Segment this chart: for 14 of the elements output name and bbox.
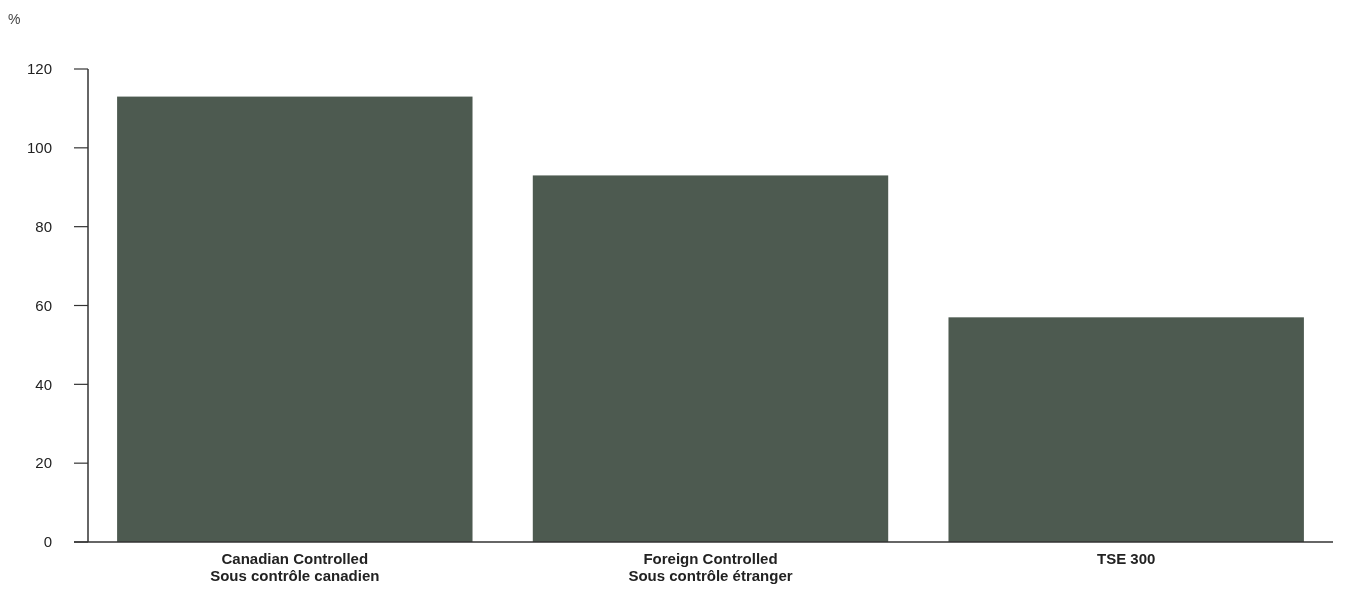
bar [532, 175, 889, 542]
bar [117, 96, 473, 542]
x-tick-label: Foreign Controlled Sous contrôle étranger [628, 550, 793, 585]
y-tick-label: 120 [26, 60, 52, 78]
y-tick-label: 20 [35, 454, 52, 472]
y-axis-title: % [8, 11, 21, 27]
bar [948, 317, 1304, 542]
y-tick-label: 0 [43, 533, 52, 551]
x-tick-label: TSE 300 [1097, 550, 1156, 567]
x-tick-label: Canadian Controlled Sous contrôle canadien [210, 550, 380, 585]
y-tick-label: 40 [35, 375, 52, 393]
y-tick-label: 60 [35, 296, 52, 314]
y-tick-label: 100 [26, 139, 52, 157]
y-tick-label: 80 [35, 217, 52, 235]
